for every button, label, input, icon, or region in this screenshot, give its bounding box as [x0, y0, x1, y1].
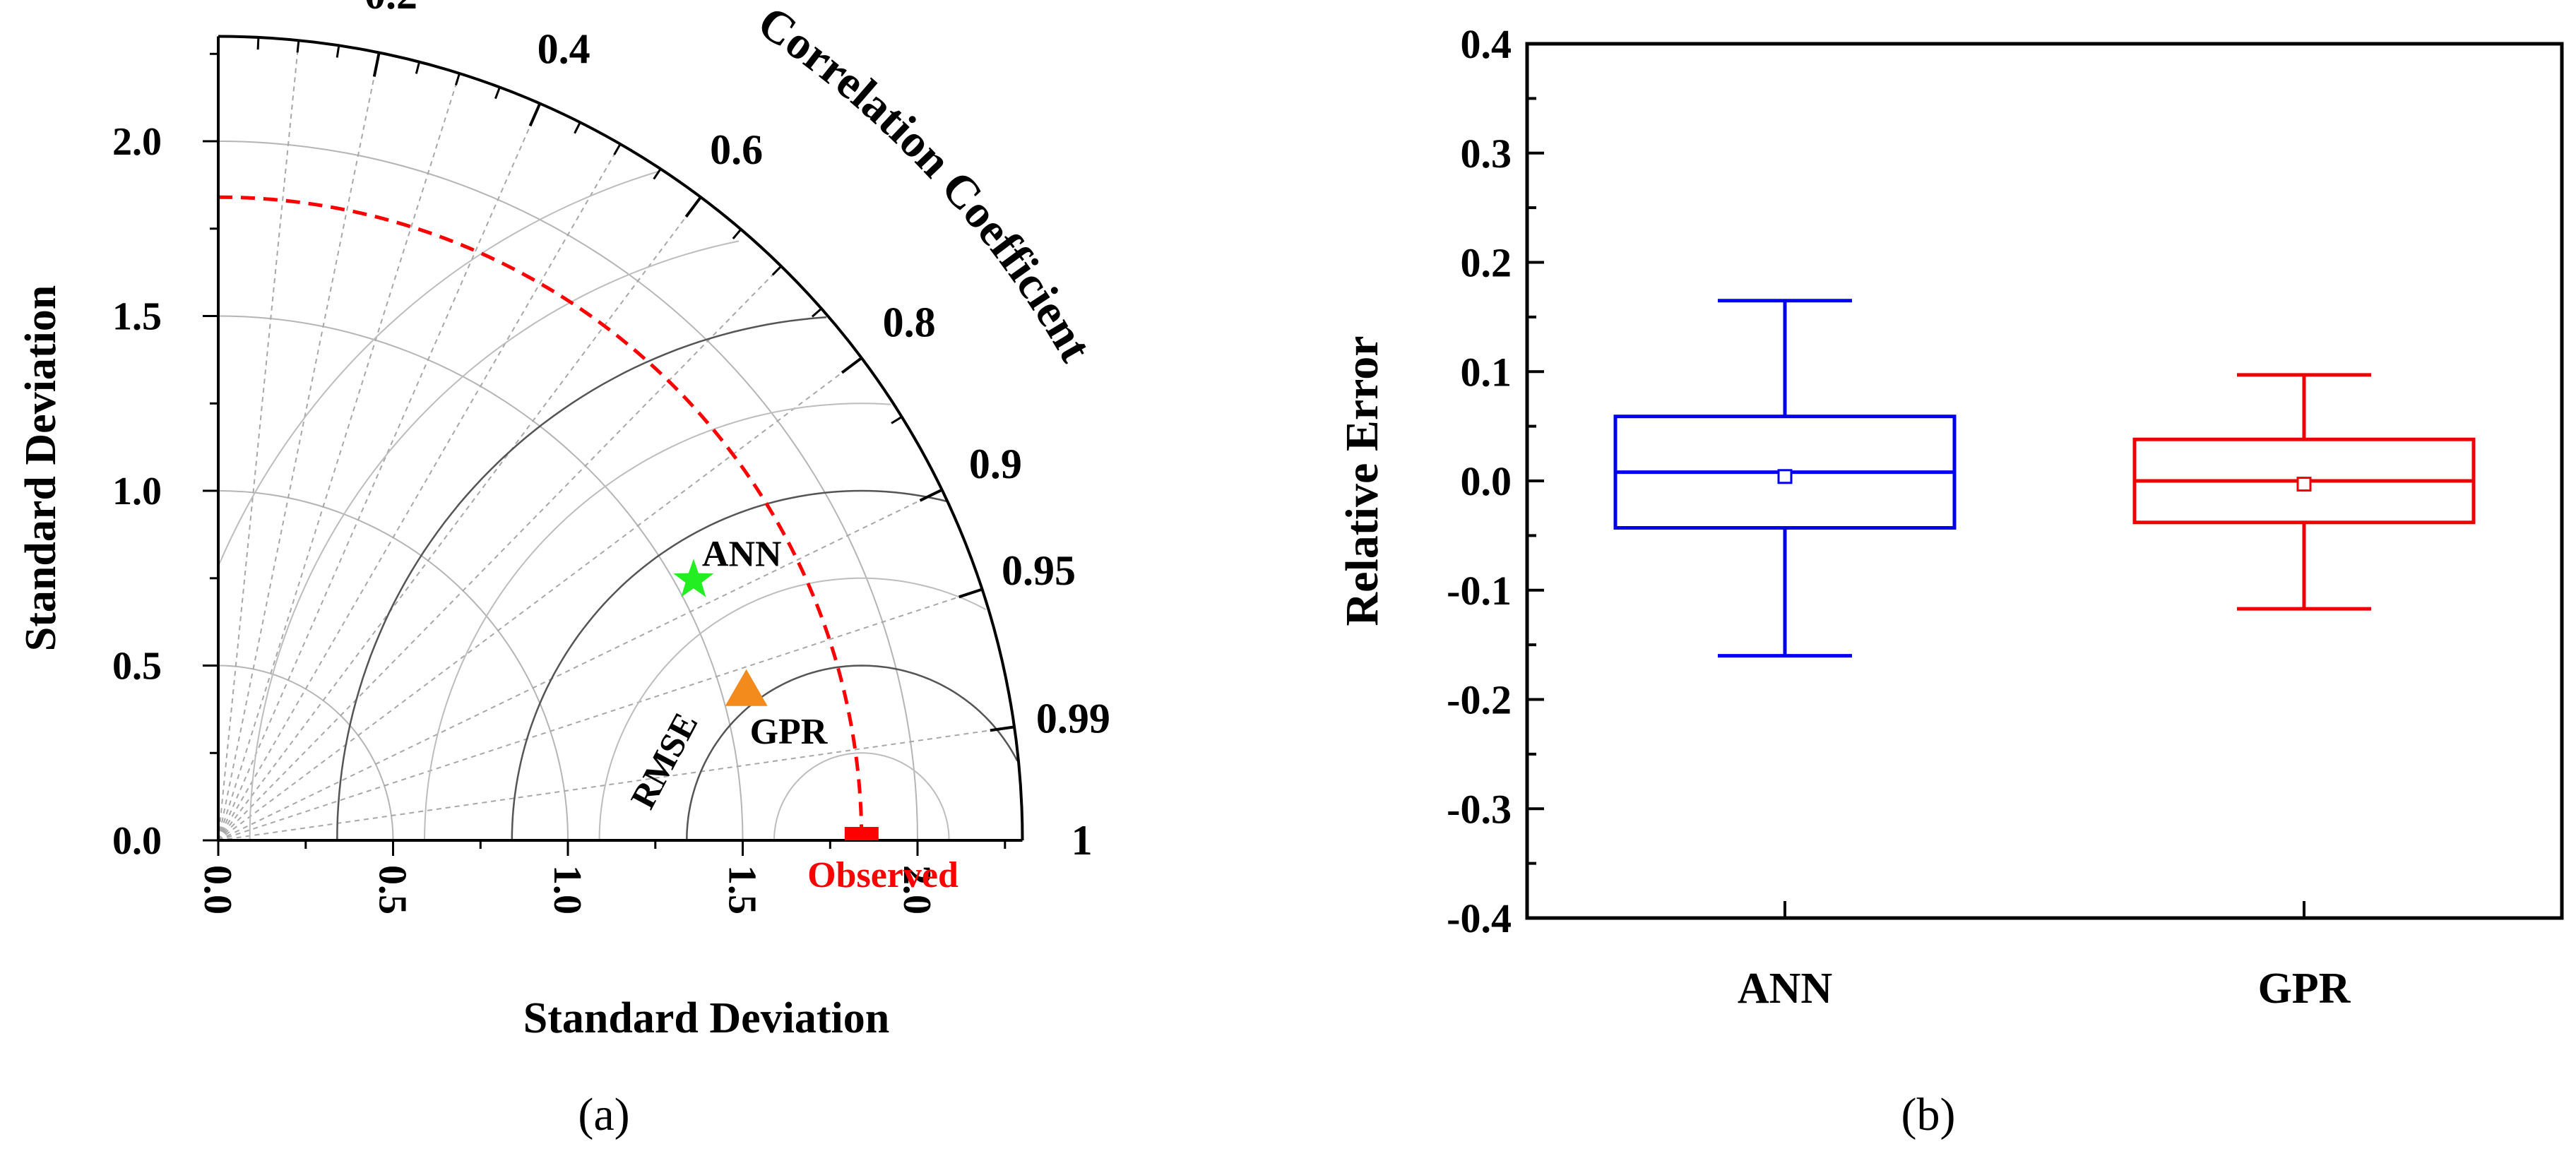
rmse-arc	[336, 316, 826, 841]
x-tick-label: 0.0	[196, 865, 239, 914]
correlation-minor-tick	[653, 168, 662, 180]
correlation-tick	[528, 102, 542, 127]
y-tick-label: 0.3	[1461, 131, 1512, 177]
rmse-arc	[249, 240, 740, 841]
ann-category-label: ANN	[1738, 965, 1832, 1013]
x-tick-label: 2.0	[895, 865, 939, 914]
x-tick-label: 1.5	[720, 865, 764, 914]
panel-label-b: (b)	[1901, 1089, 1956, 1140]
correlation-minor-tick	[771, 265, 783, 276]
y-tick-label: -0.2	[1447, 677, 1512, 723]
observed-label: Observed	[807, 855, 958, 895]
x-tick-label: 1.0	[545, 865, 589, 914]
correlation-tick-label: 0.6	[710, 126, 763, 173]
y-tick-label: 0.4	[1461, 21, 1512, 67]
rmse-arc	[598, 577, 987, 840]
correlation-tick	[958, 588, 983, 599]
ann-star-marker	[673, 559, 714, 597]
y-tick-label: 0.2	[1461, 240, 1512, 286]
correlation-tick-label: 0.2	[364, 0, 417, 18]
correlation-tick-label: 0.95	[1002, 547, 1076, 594]
correlation-minor-tick	[574, 121, 581, 134]
y-tick-label: -0.4	[1447, 895, 1512, 941]
correlation-ray	[218, 52, 380, 841]
y-tick-label: 0.1	[1461, 349, 1512, 395]
rmse-arc	[218, 169, 661, 566]
correlation-minor-tick	[494, 86, 501, 100]
taylor-diagram: 0.00.00.50.51.01.01.51.52.02.000.20.40.6…	[17, 0, 1151, 1140]
observed-marker	[844, 827, 879, 840]
correlation-minor-tick	[415, 61, 421, 74]
x-axis-title: Standard Deviation	[523, 994, 889, 1042]
correlation-tick	[372, 52, 381, 77]
correlation-ray	[218, 357, 862, 841]
correlation-minor-tick	[613, 143, 622, 155]
correlation-tick-label: 1	[1072, 817, 1093, 864]
correlation-ray	[218, 588, 983, 841]
correlation-tick-label: 0.99	[1036, 696, 1110, 742]
correlation-ray	[218, 73, 461, 841]
ann-marker-label: ANN	[702, 534, 782, 574]
correlation-minor-tick	[336, 45, 340, 58]
correlation-minor-tick	[256, 37, 260, 50]
gpr-category-label: GPR	[2258, 965, 2351, 1013]
box-plot: -0.4 -0.3 -0.2 -0.1 0.0 0.1 0.2 0.3 0.4 Relative …	[1336, 21, 2564, 1140]
correlation-tick	[684, 196, 702, 218]
correlation-tick-label: 0.8	[883, 299, 936, 345]
y-tick-label: -0.1	[1447, 568, 1512, 614]
std-grid-arc	[218, 665, 394, 841]
correlation-ray	[218, 196, 701, 841]
correlation-ray	[218, 40, 299, 841]
correlation-minor-tick	[811, 307, 822, 318]
y-tick-label: 0.0	[1461, 458, 1512, 504]
y-tick-label: 1.5	[112, 295, 162, 339]
y-tick-label: 1.0	[112, 470, 162, 513]
gpr-mean-marker	[2296, 477, 2312, 492]
reference-std-arc	[218, 195, 864, 841]
y-tick-label: -0.3	[1447, 786, 1512, 832]
correlation-minor-tick	[732, 228, 742, 239]
y-tick-label: 2.0	[112, 120, 162, 164]
outer-correlation-arc	[218, 35, 1024, 841]
correlation-tick	[990, 725, 1015, 732]
correlation-tick-label: 0.4	[538, 25, 590, 72]
correlation-minor-tick	[891, 416, 903, 424]
rmse-arc	[686, 665, 1019, 841]
correlation-tick	[841, 357, 863, 374]
std-grid-arc	[218, 490, 569, 841]
correlation-minor-tick	[454, 73, 461, 85]
y-axis-title: Standard Deviation	[17, 285, 65, 651]
correlation-minor-tick	[296, 40, 300, 53]
correlation-label-path	[704, 0, 1151, 568]
std-grid-arc	[218, 315, 744, 841]
ann-mean-marker	[1777, 469, 1793, 484]
correlation-tick-label: 0.9	[969, 441, 1022, 487]
x-tick-label: 0.5	[371, 865, 415, 914]
rmse-arc	[424, 403, 891, 841]
panel-label-a: (a)	[578, 1089, 629, 1140]
y-axis-title: Relative Error	[1336, 335, 1388, 626]
correlation-tick	[919, 488, 943, 502]
y-tick-label: 0.5	[112, 645, 162, 689]
rmse-arc	[773, 752, 950, 840]
gpr-triangle-marker	[725, 669, 768, 706]
rmse-arc	[511, 489, 947, 841]
rmse-label: RMSE	[622, 706, 705, 815]
gpr-marker-label: GPR	[750, 712, 829, 752]
y-tick-label: 0.0	[112, 819, 162, 863]
std-grid-arc	[218, 141, 918, 841]
